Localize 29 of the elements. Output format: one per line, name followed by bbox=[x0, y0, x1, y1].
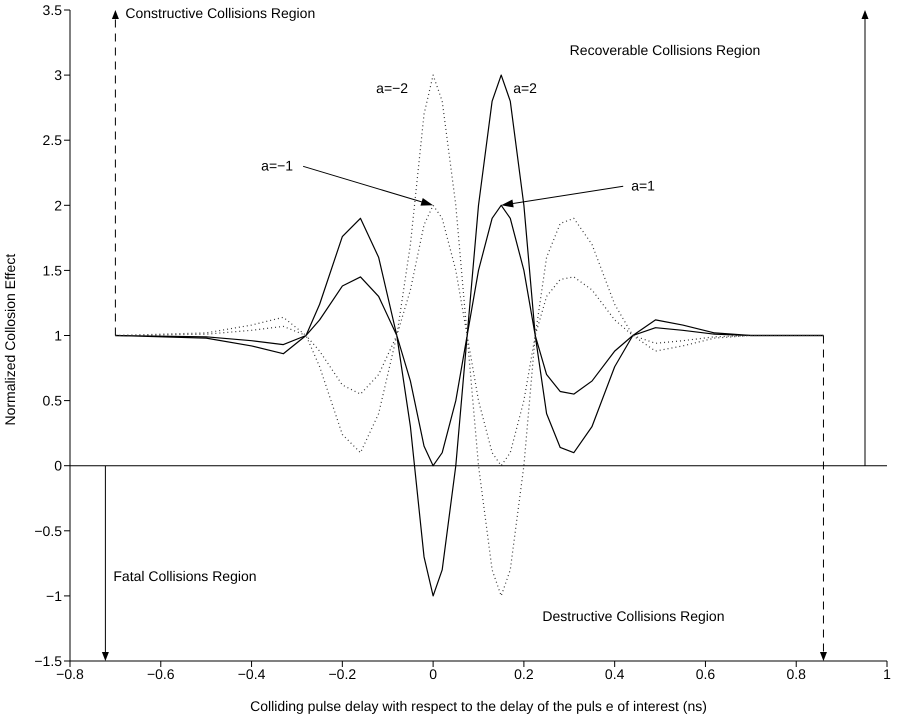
y-tick-label: −0.5 bbox=[34, 522, 62, 539]
x-tick-label: 1 bbox=[883, 666, 892, 682]
series-label: a=−2 bbox=[376, 80, 408, 96]
series-label: a=2 bbox=[513, 80, 538, 96]
annotation: Fatal Collisions Region bbox=[113, 568, 257, 584]
text: a=1 bbox=[631, 177, 656, 194]
x-tick-label: 0.8 bbox=[786, 666, 806, 682]
y-axis-title: Normalized Collosion Effect bbox=[2, 254, 18, 426]
x-axis-title: Colliding pulse delay with respect to the delay of the puls e of interest (ns) bbox=[250, 698, 707, 714]
x-tick-label: 0.6 bbox=[696, 666, 716, 682]
x-tick-label: −0.2 bbox=[328, 666, 356, 682]
y-tick-label: 0.5 bbox=[42, 392, 62, 409]
y-tick-label: 0 bbox=[54, 458, 62, 474]
y-tick-label: 3 bbox=[54, 67, 62, 84]
y-tick-label: 3.5 bbox=[42, 2, 62, 18]
x-tick-label: −0.4 bbox=[238, 666, 266, 682]
annotation: Constructive Collisions Region bbox=[125, 5, 316, 21]
annotation: Destructive Collisions Region bbox=[542, 608, 724, 624]
text: a=−1 bbox=[261, 157, 294, 174]
x-tick-label: 0 bbox=[429, 666, 438, 682]
x-tick-label: 0.2 bbox=[514, 666, 534, 682]
y-tick-label: −1 bbox=[46, 588, 62, 604]
y-tick-label: 2 bbox=[54, 197, 62, 214]
x-tick-label: 0.4 bbox=[604, 666, 625, 682]
annotation: Recoverable Collisions Region bbox=[570, 42, 760, 58]
y-tick-label: 1 bbox=[54, 327, 62, 344]
y-tick-label: 2.5 bbox=[42, 132, 62, 148]
y-tick-label: 1.5 bbox=[42, 262, 62, 278]
x-tick-label: −0.6 bbox=[146, 666, 175, 682]
